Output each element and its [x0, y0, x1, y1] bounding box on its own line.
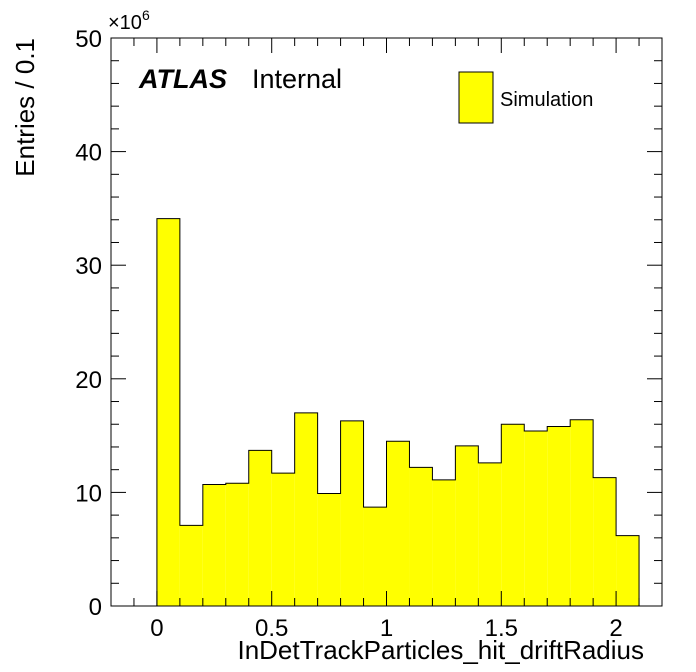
y-axis-label: Entries / 0.1: [10, 38, 40, 177]
histogram-bar: [202, 484, 226, 606]
histogram-bar: [294, 412, 318, 606]
atlas-sublabel: Internal: [252, 64, 342, 94]
histogram-bar: [225, 483, 249, 606]
x-tick-label: 1: [380, 615, 393, 642]
histogram-bar: [156, 218, 180, 606]
y-tick-label: 10: [75, 480, 102, 507]
y-multiplier-exponent: 6: [142, 7, 150, 23]
histogram-outline: [156, 218, 640, 606]
y-tick-label: 0: [89, 594, 102, 621]
histogram-bar: [501, 424, 525, 606]
y-tick-label: 40: [75, 140, 102, 167]
histogram-bar: [248, 450, 272, 606]
histogram-bar: [271, 473, 295, 606]
histogram-bar: [363, 507, 387, 606]
x-tick-label: 0.5: [255, 615, 288, 642]
ticks-layer: [110, 37, 663, 607]
legend: Simulation: [458, 71, 593, 124]
bars-layer: [156, 218, 640, 606]
atlas-label: ATLAS: [138, 64, 227, 94]
histogram-bar: [524, 431, 548, 606]
histogram-bar: [570, 419, 594, 606]
histogram-bar: [432, 479, 456, 606]
histogram-bar: [593, 477, 617, 606]
x-tick-label: 0: [150, 615, 163, 642]
x-axis-label: InDetTrackParticles_hit_driftRadius: [237, 635, 644, 665]
legend-swatch: [458, 71, 494, 124]
histogram-bar: [478, 462, 502, 606]
y-tick-label: 20: [75, 367, 102, 394]
y-multiplier: ×106: [108, 7, 150, 34]
histogram-bar: [616, 535, 640, 606]
histogram-bar: [455, 445, 479, 606]
histogram-bar: [386, 441, 410, 606]
x-tick-label: 2: [609, 615, 622, 642]
histogram-bar: [409, 467, 433, 606]
histogram-bar: [179, 525, 203, 606]
y-tick-label: 30: [75, 253, 102, 280]
y-multiplier-base: ×10: [108, 12, 142, 34]
plot-frame: [110, 37, 663, 607]
x-tick-label: 1.5: [485, 615, 518, 642]
histogram-bar: [340, 420, 364, 606]
legend-entry-label: Simulation: [500, 89, 593, 111]
y-tick-label: 50: [75, 26, 102, 53]
histogram-bar: [547, 426, 571, 606]
histogram-bar: [317, 493, 341, 606]
